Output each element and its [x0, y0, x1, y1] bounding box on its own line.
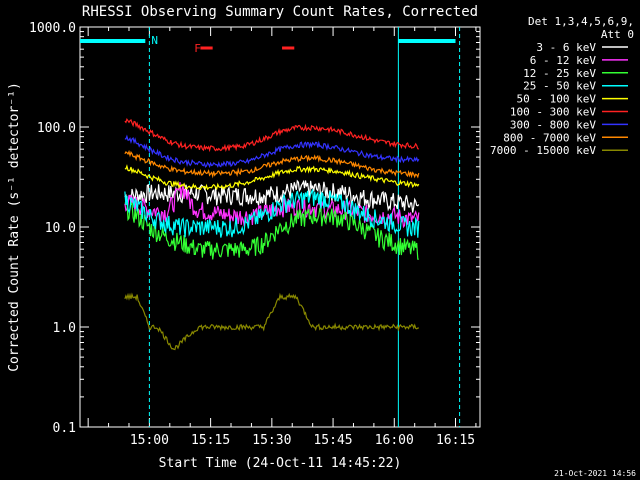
series-line-7 — [124, 149, 420, 179]
status-bars — [80, 39, 456, 50]
annotation-n: N — [151, 34, 158, 47]
x-axis-label: Start Time (24-Oct-11 14:45:22) — [159, 456, 402, 471]
x-tick-label: 15:15 — [191, 433, 230, 448]
y-tick-label: 1000.0 — [29, 21, 76, 36]
series-lines — [124, 118, 420, 351]
legend-entry-label: 6 - 12 keV — [530, 54, 597, 67]
x-tick-label: 16:00 — [375, 433, 414, 448]
legend-header-line-1: Det 1,3,4,5,6,9, — [528, 15, 634, 28]
legend-header-line-2: Att 0 — [601, 28, 634, 41]
y-tick-label: 1.0 — [53, 321, 76, 336]
y-tick-label: 100.0 — [37, 121, 76, 136]
y-tick-labels: 1000.0 100.0 10.0 1.0 0.1 — [29, 21, 76, 436]
x-tick-label: 15:00 — [130, 433, 169, 448]
series-line-2 — [124, 199, 419, 260]
series-line-0 — [124, 179, 420, 213]
series-line-5 — [124, 118, 420, 153]
legend-entry-label: 25 - 50 keV — [523, 80, 596, 93]
legend-entry-label: 3 - 6 keV — [536, 41, 596, 54]
axis-ticks — [80, 26, 480, 428]
x-tick-label: 15:45 — [313, 433, 352, 448]
series-line-4 — [124, 164, 420, 191]
series-line-8 — [124, 292, 419, 351]
legend-entry-label: 800 - 7000 keV — [503, 131, 596, 144]
legend-entry-label: 7000 - 15000 keV — [490, 144, 596, 157]
series-line-3 — [124, 189, 420, 238]
y-tick-label: 10.0 — [45, 221, 76, 236]
y-tick-label: 0.1 — [53, 421, 76, 436]
series-line-6 — [124, 134, 420, 169]
series-line-1 — [124, 182, 420, 229]
plot-frame — [79, 26, 481, 428]
legend-entry-label: 300 - 800 keV — [510, 118, 596, 131]
x-tick-labels: 15:00 15:15 15:30 15:45 16:00 16:15 — [130, 433, 475, 448]
plot-area — [79, 26, 481, 428]
legend-entry-label: 12 - 25 keV — [523, 67, 596, 80]
legend-entry-label: 50 - 100 keV — [517, 93, 597, 106]
annotations: NF — [151, 34, 200, 55]
chart-title: RHESSI Observing Summary Count Rates, Co… — [82, 4, 478, 20]
x-tick-label: 15:30 — [252, 433, 291, 448]
y-axis-label: Corrected Count Rate (s⁻¹ detector⁻¹) — [7, 82, 22, 372]
annotation-f: F — [194, 42, 201, 55]
footer-timestamp: 21-Oct-2021 14:56 — [554, 469, 636, 478]
x-tick-label: 16:15 — [436, 433, 475, 448]
legend-entry-label: 100 - 300 keV — [510, 106, 596, 119]
